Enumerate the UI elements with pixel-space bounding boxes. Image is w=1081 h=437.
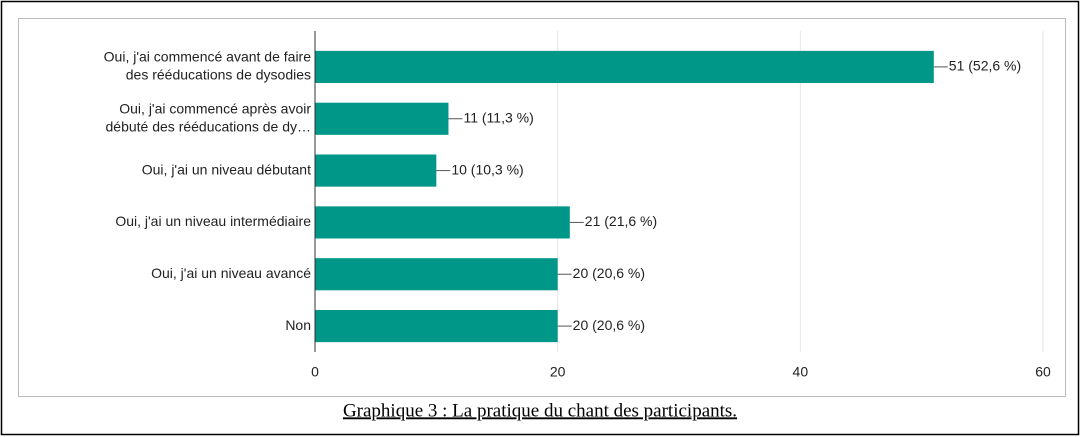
bar bbox=[315, 154, 437, 187]
value-label: 11 (11,3 %) bbox=[463, 109, 533, 125]
value-label: 21 (21,6 %) bbox=[585, 213, 657, 229]
y-tick-label: Oui, j'ai un niveau débutant bbox=[142, 161, 311, 177]
value-label: 20 (20,6 %) bbox=[573, 317, 645, 333]
value-label: 10 (10,3 %) bbox=[451, 161, 523, 177]
y-tick-label: Oui, j'ai commencé avant de faire bbox=[104, 49, 312, 65]
bar bbox=[315, 50, 934, 83]
y-tick-label: Non bbox=[285, 317, 311, 333]
x-tick-label: 40 bbox=[793, 364, 809, 380]
bar bbox=[315, 310, 558, 343]
y-tick-label: Oui, j'ai commencé après avoir bbox=[119, 100, 311, 116]
x-tick-label: 60 bbox=[1035, 364, 1051, 380]
x-tick-label: 20 bbox=[550, 364, 566, 380]
bar bbox=[315, 258, 558, 291]
y-tick-label: des rééducations de dysodies bbox=[126, 67, 311, 83]
y-tick-label: débuté des rééducations de dy… bbox=[106, 118, 311, 134]
bar bbox=[315, 102, 449, 135]
bar bbox=[315, 206, 570, 239]
y-tick-label: Oui, j'ai un niveau intermédiaire bbox=[115, 213, 311, 229]
value-label: 51 (52,6 %) bbox=[949, 58, 1021, 74]
caption: Graphique 3 : La pratique du chant des p… bbox=[343, 400, 737, 421]
x-tick-label: 0 bbox=[311, 364, 319, 380]
y-tick-label: Oui, j'ai un niveau avancé bbox=[151, 265, 311, 281]
value-label: 20 (20,6 %) bbox=[573, 265, 645, 281]
